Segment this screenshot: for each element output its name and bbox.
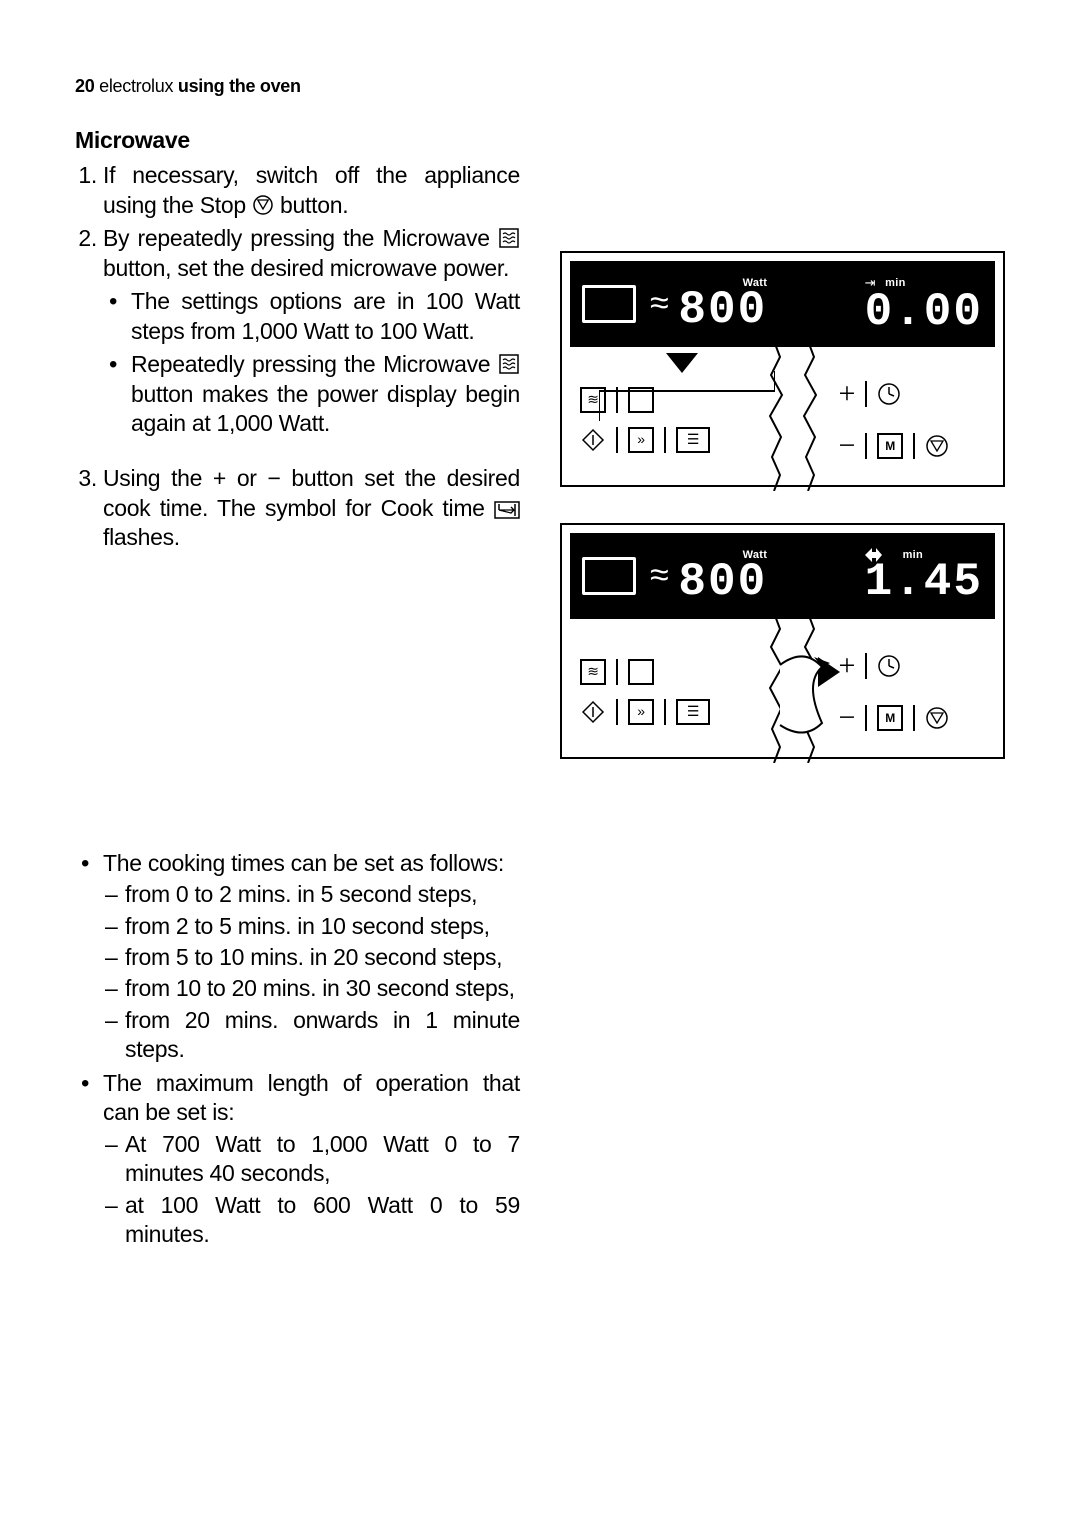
illustration-column: ≈ Watt 800 ⇥ min 0.00: [560, 126, 1005, 1253]
stop-icon: [252, 194, 274, 216]
controls-row-1: ≋ » ☰ +: [562, 355, 1003, 485]
m-button: M: [877, 433, 903, 459]
bullet-cook-times: The cooking times can be set as follows:…: [75, 849, 520, 1065]
active-box-line: [599, 371, 775, 421]
list-button: ☰: [676, 699, 710, 725]
controls-row-2: ≋ » ☰ +: [562, 627, 1003, 757]
wave-icon: ≈: [650, 282, 668, 326]
clock-icon: [877, 382, 901, 406]
controls-left-2: ≋ » ☰: [562, 627, 783, 757]
dash-10-20: from 10 to 20 mins. in 30 second steps,: [103, 974, 520, 1003]
minus-button: −: [839, 699, 856, 737]
step-3: Using the + or − button set the desired …: [103, 464, 520, 552]
cook-time-bullets: The cooking times can be set as follows:…: [75, 849, 520, 1250]
blank-button: [628, 659, 654, 685]
fastforward-button: »: [628, 427, 654, 453]
dash-5-10: from 5 to 10 mins. in 20 second steps,: [103, 943, 520, 972]
microwave-icon: [498, 227, 520, 249]
microwave-icon: [498, 353, 520, 375]
plus-button: +: [839, 375, 856, 413]
section-name: using the oven: [178, 76, 301, 96]
oven-panel-1: ≈ Watt 800 ⇥ min 0.00: [560, 251, 1005, 487]
clock-icon: [877, 654, 901, 678]
time-value-2: 1.45: [865, 562, 983, 603]
m-button: M: [877, 705, 903, 731]
dash-20-on: from 20 mins. onwards in 1 minute steps.: [103, 1006, 520, 1065]
display-1: ≈ Watt 800 ⇥ min 0.00: [570, 261, 995, 347]
time-value-1: 0.00: [865, 292, 983, 333]
brand-name: electrolux: [99, 76, 173, 96]
start-icon: [580, 699, 606, 725]
display-empty-box: [582, 285, 636, 323]
dash-700-1000: At 700 Watt to 1,000 Watt 0 to 7 minutes…: [103, 1130, 520, 1189]
microwave-button: ≋: [580, 659, 606, 685]
bullet-watt-steps: The settings options are in 100 Watt ste…: [103, 287, 520, 346]
stop-icon: [925, 434, 949, 458]
step-1: If necessary, switch off the appliance u…: [103, 161, 520, 220]
instruction-list: If necessary, switch off the appliance u…: [75, 161, 520, 552]
bullet-repeat: Repeatedly pressing the Microwave button…: [103, 350, 520, 438]
watt-value-2: 800: [678, 562, 767, 603]
step-2: By repeatedly pressing the Microwave but…: [103, 224, 520, 438]
dash-100-600: at 100 Watt to 600 Watt 0 to 59 minutes.: [103, 1191, 520, 1250]
display-2: ≈ Watt 800 min 1.45: [570, 533, 995, 619]
section-title: Microwave: [75, 126, 520, 155]
curved-arrow-icon: [774, 645, 830, 745]
watt-value-1: 800: [678, 290, 767, 331]
fastforward-button: »: [628, 699, 654, 725]
page-number: 20: [75, 76, 94, 96]
stop-icon: [925, 706, 949, 730]
wave-icon: ≈: [650, 554, 668, 598]
torn-edge-right: [796, 341, 826, 491]
minus-button: −: [839, 427, 856, 465]
start-icon: [580, 427, 606, 453]
oven-panel-2: ≈ Watt 800 min 1.45: [560, 523, 1005, 759]
dash-0-2: from 0 to 2 mins. in 5 second steps,: [103, 880, 520, 909]
display-empty-box: [582, 557, 636, 595]
cooktime-icon: [494, 501, 520, 519]
text-column: Microwave If necessary, switch off the a…: [75, 126, 520, 1253]
list-button: ☰: [676, 427, 710, 453]
bullet-max-length: The maximum length of operation that can…: [75, 1069, 520, 1250]
page-header: 20 electrolux using the oven: [75, 75, 1005, 98]
dash-2-5: from 2 to 5 mins. in 10 second steps,: [103, 912, 520, 941]
